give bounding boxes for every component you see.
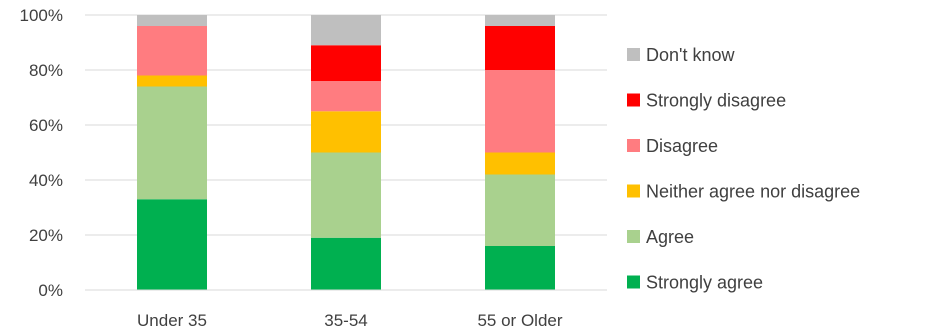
legend-label: Disagree bbox=[646, 136, 718, 156]
legend-swatch bbox=[627, 230, 640, 243]
bar-segment-strongly-disagree bbox=[485, 26, 555, 70]
legend-swatch bbox=[627, 48, 640, 61]
y-tick-label: 20% bbox=[29, 226, 63, 245]
bar-segment-don-t-know bbox=[137, 15, 207, 26]
bar-segment-strongly-agree bbox=[137, 199, 207, 290]
bar-segment-strongly-disagree bbox=[311, 45, 381, 81]
bars bbox=[137, 15, 555, 290]
x-axis: Under 35 35-54 55 or Older bbox=[85, 289, 607, 330]
legend-swatch bbox=[627, 139, 640, 152]
bar-segment-disagree bbox=[137, 26, 207, 76]
bar-segment-strongly-agree bbox=[311, 237, 381, 290]
x-category-label: 35-54 bbox=[324, 311, 367, 330]
y-tick-label: 60% bbox=[29, 116, 63, 135]
legend-label: Strongly disagree bbox=[646, 91, 786, 111]
bar-segment-agree bbox=[311, 152, 381, 238]
legend: Don't know Strongly disagree Disagree Neith… bbox=[627, 45, 860, 293]
bar-segment-don-t-know bbox=[311, 15, 381, 46]
bar-segment-strongly-agree bbox=[485, 246, 555, 290]
bar-segment-agree bbox=[137, 86, 207, 200]
legend-swatch bbox=[627, 275, 640, 289]
bar-segment-neither-agree-nor-disagree bbox=[311, 111, 381, 153]
legend-label: Neither agree nor disagree bbox=[646, 182, 860, 202]
legend-swatch bbox=[627, 93, 640, 107]
bar-segment-neither-agree-nor-disagree bbox=[485, 152, 555, 175]
legend-label: Don't know bbox=[646, 45, 735, 65]
bar-segment-don-t-know bbox=[485, 15, 555, 26]
y-tick-label: 80% bbox=[29, 61, 63, 80]
y-tick-label: 0% bbox=[38, 281, 63, 300]
legend-swatch bbox=[627, 184, 640, 198]
y-tick-label: 40% bbox=[29, 171, 63, 190]
x-category-label: 55 or Older bbox=[477, 311, 562, 330]
legend-label: Agree bbox=[646, 227, 694, 247]
bar-segment-agree bbox=[485, 174, 555, 246]
bar-segment-disagree bbox=[311, 81, 381, 112]
bar-segment-neither-agree-nor-disagree bbox=[137, 75, 207, 87]
y-tick-label: 100% bbox=[20, 6, 63, 25]
y-axis: 0% 20% 40% 60% 80% 100% bbox=[20, 6, 63, 300]
bar-segment-disagree bbox=[485, 70, 555, 153]
legend-label: Strongly agree bbox=[646, 273, 763, 293]
x-category-label: Under 35 bbox=[137, 311, 207, 330]
